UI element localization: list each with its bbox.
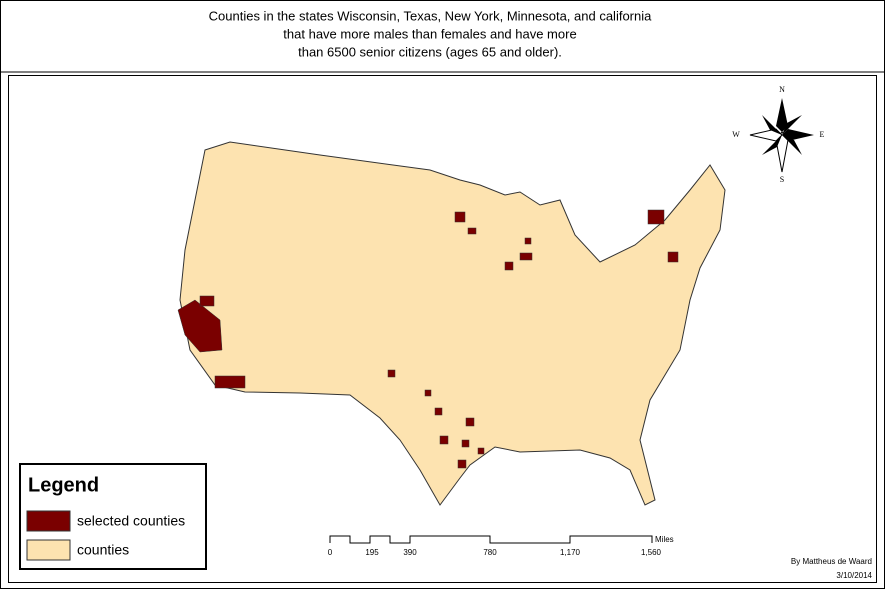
selected-county: [524, 237, 532, 245]
selected-county: [439, 435, 449, 445]
title-line: than 6500 senior citizens (ages 65 and o…: [298, 44, 562, 59]
author: By Mattheus de Waard: [791, 557, 872, 566]
compass-arrow: [782, 115, 802, 135]
date: 3/10/2014: [836, 571, 872, 580]
scale-line: [329, 535, 653, 544]
compass-label: E: [820, 130, 825, 139]
legend-title: Legend: [28, 474, 99, 496]
map-frame: [8, 75, 877, 583]
scale-label: 780: [483, 548, 497, 557]
us-map: [177, 141, 726, 506]
legend-label: selected counties: [77, 513, 185, 529]
selected-county: [457, 459, 467, 469]
selected-county: [214, 375, 246, 389]
compass-arrow: [782, 129, 814, 141]
compass-arrow: [762, 115, 782, 135]
compass-label: N: [779, 85, 785, 94]
legend-swatch: [26, 510, 71, 532]
selected-county: [504, 261, 514, 271]
selected-county: [667, 251, 679, 263]
legend-swatch: [26, 539, 71, 561]
selected-county: [199, 295, 215, 307]
selected-county: [465, 417, 475, 427]
selected-county: [461, 439, 470, 448]
compass-label: W: [732, 130, 740, 139]
selected-county: [177, 299, 223, 353]
selected-county: [387, 369, 396, 378]
selected-county: [434, 407, 443, 416]
legend-label: counties: [77, 542, 129, 558]
compass-arrow: [782, 135, 802, 155]
legend: Legend selected counties counties: [19, 463, 207, 570]
compass: N S E W: [732, 85, 824, 184]
selected-county: [467, 227, 477, 235]
selected-county: [647, 209, 665, 225]
scale-label: 0: [328, 548, 333, 557]
title-line: Counties in the states Wisconsin, Texas,…: [209, 8, 652, 23]
country-outline: [179, 141, 726, 506]
scale-label: 195: [365, 548, 379, 557]
selected-county: [519, 252, 533, 261]
title-line: that have more males than females and ha…: [283, 26, 576, 41]
compass-label: S: [780, 175, 784, 184]
selected-counties: [177, 209, 679, 469]
scale-bar: 0 195 390 780 1,170 1,560 Miles: [328, 535, 674, 557]
compass-arrow: [776, 98, 788, 132]
selected-county: [454, 211, 466, 223]
compass-arrow: [762, 135, 782, 155]
selected-county: [477, 447, 485, 455]
scale-label: 390: [403, 548, 417, 557]
selected-county: [424, 389, 432, 397]
scale-label: 1,170: [560, 548, 581, 557]
scale-unit: Miles: [655, 535, 674, 544]
scale-label: 1,560: [641, 548, 662, 557]
